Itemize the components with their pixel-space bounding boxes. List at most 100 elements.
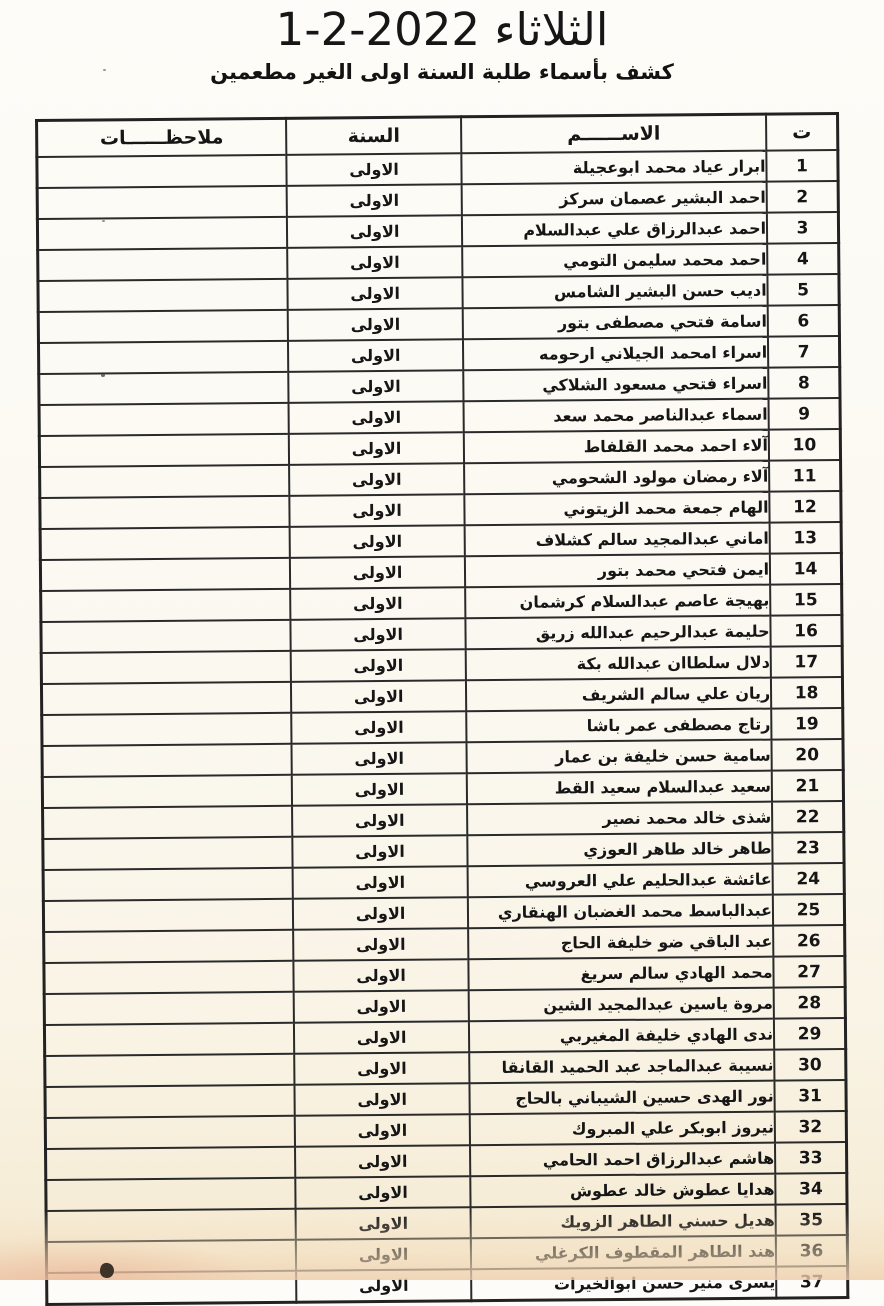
row-number-cell: 6	[767, 305, 840, 337]
row-number-cell: 7	[768, 336, 840, 368]
scan-speck	[103, 69, 106, 71]
row-number-cell: 32	[774, 1110, 847, 1143]
year-cell: الاولى	[293, 928, 469, 961]
year-cell: الاولى	[292, 835, 468, 868]
notes-cell	[39, 402, 289, 436]
year-cell: الاولى	[290, 680, 467, 713]
row-number-cell: 26	[773, 924, 845, 957]
row-number-cell: 34	[775, 1172, 848, 1205]
header-year-column: السنة	[286, 116, 462, 155]
document-subtitle: كشف بأسماء طلبة السنة اولى الغير مطعمين	[210, 60, 674, 84]
student-name-cell: دلال سلطاان عبدالله بكة	[465, 646, 772, 681]
notes-cell	[39, 433, 290, 467]
header-name-column: الاســــــم	[461, 114, 767, 154]
row-number-cell: 37	[776, 1265, 848, 1299]
student-name-cell: مروة ياسين عبدالمجيد الشين	[468, 987, 775, 1022]
row-number-cell: 9	[768, 398, 841, 430]
notes-cell	[40, 557, 291, 591]
notes-cell	[44, 991, 294, 1025]
student-name-cell: هاشم عبدالرزاق احمد الحامي	[470, 1142, 776, 1177]
notes-cell	[42, 836, 293, 870]
notes-cell	[37, 216, 288, 250]
row-number-cell: 1	[766, 150, 839, 182]
notes-cell	[40, 588, 291, 622]
student-name-cell: اسراء امحمد الجيلاني ارحومه	[463, 336, 769, 371]
notes-cell	[41, 650, 291, 684]
row-number-cell: 3	[766, 212, 839, 244]
student-name-cell: شذى خالد محمد نصير	[467, 801, 773, 836]
header-notes-column: ملاحظــــــات	[36, 118, 287, 158]
student-name-cell: اماني عبدالمجيد سالم كشلاف	[464, 522, 770, 557]
row-number-cell: 31	[774, 1079, 847, 1112]
year-cell: الاولى	[295, 1176, 471, 1209]
row-number-cell: 11	[769, 459, 841, 492]
notes-cell	[39, 495, 290, 529]
year-cell: الاولى	[291, 773, 468, 806]
row-number-cell: 35	[775, 1203, 848, 1236]
year-cell: الاولى	[294, 1052, 470, 1085]
year-cell: الاولى	[289, 525, 466, 558]
row-number-cell: 25	[772, 893, 845, 926]
notes-cell	[36, 154, 287, 189]
student-name-cell: هديل حسني الطاهر الزويك	[470, 1204, 776, 1239]
student-name-cell: نور الهدى حسين الشيباني بالحاج	[469, 1080, 775, 1115]
table-body: 1 ابرار عياد محمد ابوعجيلة الاولى 2 احمد الب…	[36, 150, 848, 1305]
year-cell: الاولى	[295, 1238, 472, 1271]
student-name-cell: اديب حسن البشير الشامس	[462, 274, 768, 309]
notes-cell	[37, 247, 288, 281]
student-name-cell: اسماء عبدالناصر محمد سعد	[463, 398, 769, 433]
year-cell: الاولى	[286, 215, 463, 248]
year-cell: الاولى	[296, 1269, 472, 1303]
year-cell: الاولى	[289, 463, 465, 496]
student-name-cell: سامية حسن خليفة بن عمار	[466, 739, 772, 774]
notes-cell	[38, 371, 289, 405]
year-cell: الاولى	[291, 742, 467, 775]
student-name-cell: طاهر خالد طاهر العوزي	[467, 832, 773, 867]
student-name-cell: احمد البشير عصمان سركز	[461, 181, 767, 216]
student-name-cell: محمد الهادي سالم سريغ	[468, 956, 774, 991]
student-name-cell: ندى الهادي خليفة المغيربي	[469, 1018, 775, 1053]
row-number-cell: 29	[774, 1017, 846, 1050]
student-name-cell: عبد الباقي ضو خليفة الحاج	[468, 925, 774, 960]
year-cell: الاولى	[289, 494, 465, 527]
student-name-cell: اسامة فتحي مصطفى بتور	[462, 305, 769, 340]
row-number-cell: 18	[771, 676, 843, 709]
row-number-cell: 27	[773, 955, 846, 988]
student-name-cell: آلاء رمضان مولود الشحومي	[464, 460, 770, 495]
document-title: الثلاثاء 2022-2-1	[275, 3, 609, 56]
year-cell: الاولى	[291, 711, 467, 744]
year-cell: الاولى	[288, 370, 464, 403]
year-cell: الاولى	[294, 1083, 470, 1116]
notes-cell	[39, 464, 290, 498]
notes-cell	[43, 929, 294, 963]
scan-speck	[102, 220, 105, 222]
notes-cell	[37, 185, 287, 219]
year-cell: الاولى	[292, 804, 468, 837]
year-cell: الاولى	[292, 897, 469, 930]
notes-cell	[45, 1115, 296, 1149]
notes-cell	[45, 1146, 296, 1180]
year-cell: الاولى	[295, 1145, 471, 1178]
notes-cell	[37, 278, 288, 312]
year-cell: الاولى	[287, 246, 463, 279]
year-cell: الاولى	[295, 1207, 471, 1240]
student-name-cell: ريان علي سالم الشريف	[466, 677, 772, 712]
year-cell: الاولى	[289, 556, 466, 589]
row-number-cell: 13	[769, 521, 842, 554]
notes-cell	[42, 805, 293, 839]
notes-cell	[44, 1022, 295, 1056]
row-number-cell: 12	[769, 490, 842, 523]
student-name-cell: اسراء فتحي مسعود الشلاكي	[463, 367, 769, 402]
scan-speck	[101, 374, 105, 377]
row-number-cell: 30	[774, 1048, 846, 1081]
row-number-cell: 15	[770, 583, 842, 616]
student-name-cell: آلاء احمد محمد القلفاط	[463, 429, 770, 464]
row-number-cell: 17	[770, 645, 843, 678]
student-name-cell: الهام جمعة محمد الزيتوني	[464, 491, 770, 526]
year-cell: الاولى	[288, 432, 465, 465]
row-number-cell: 14	[769, 552, 842, 585]
notes-cell	[44, 1084, 295, 1118]
row-number-cell: 21	[771, 769, 844, 802]
row-number-cell: 5	[767, 274, 840, 306]
